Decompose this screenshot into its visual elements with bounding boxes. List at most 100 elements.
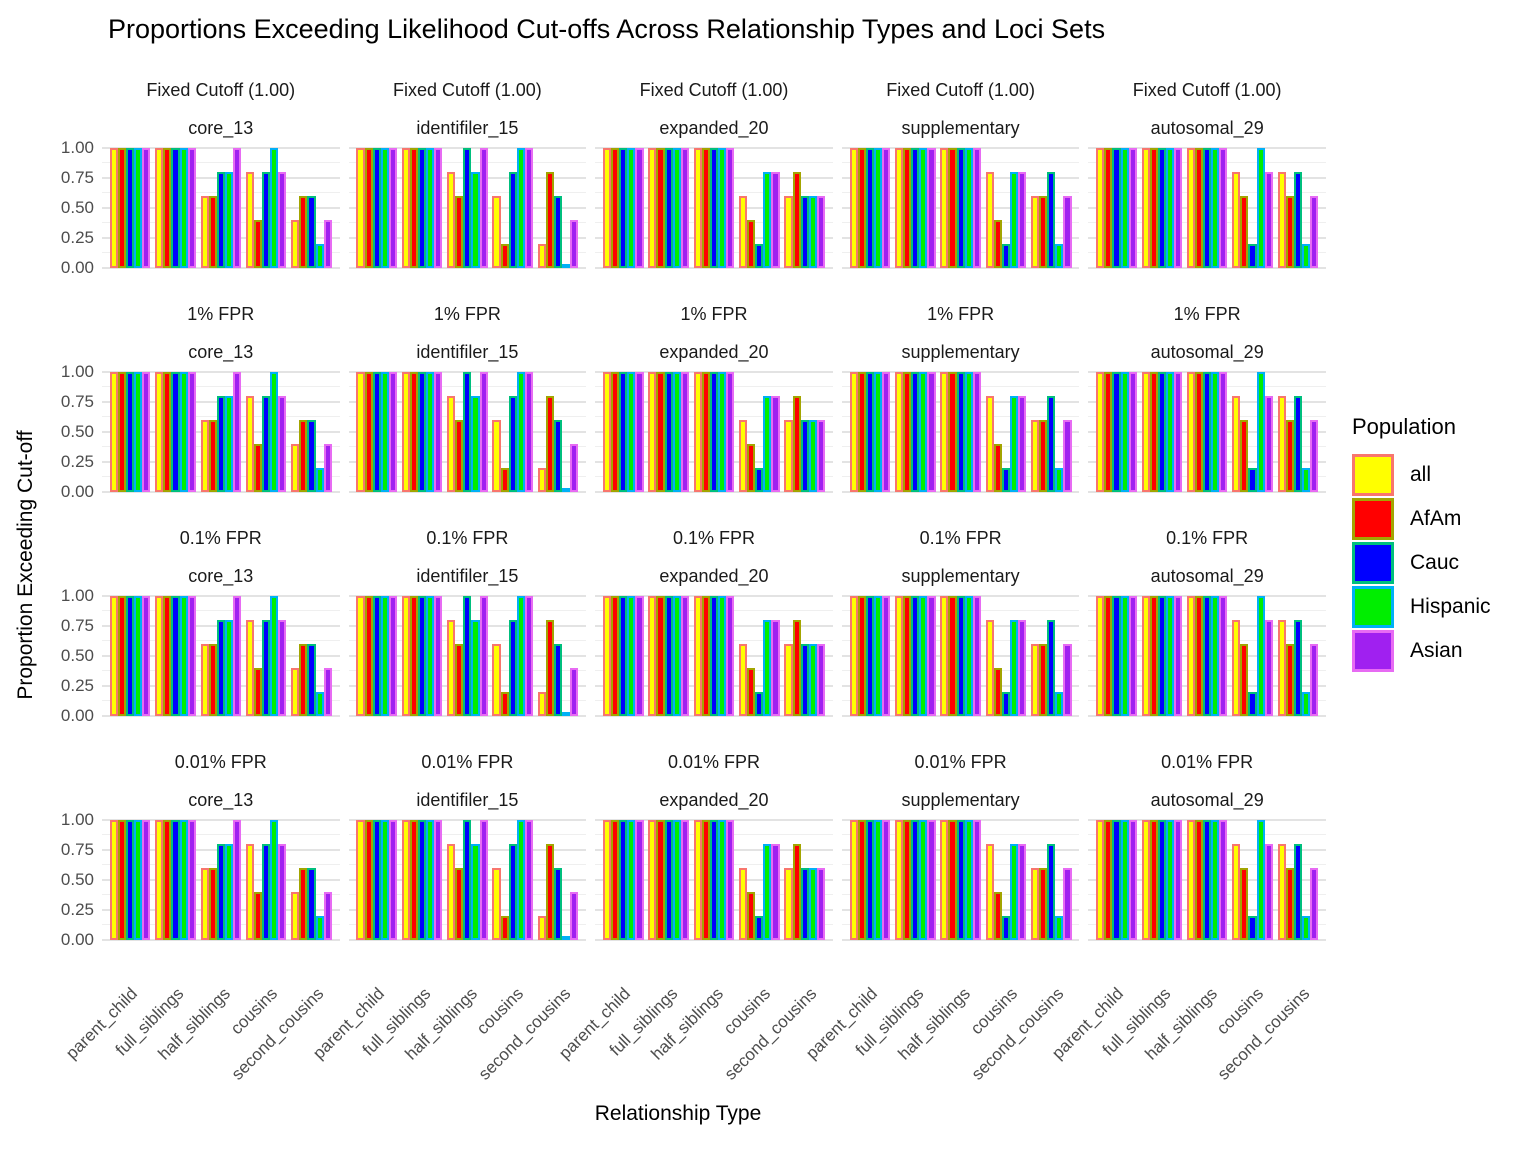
- y-tick-label: 1.00: [60, 586, 94, 605]
- bar-Asian: [1063, 644, 1072, 716]
- bar-AfAm: [163, 148, 172, 268]
- bar-Cauc: [800, 420, 809, 492]
- bar-AfAm: [364, 820, 373, 940]
- bar-AfAm: [1195, 148, 1204, 268]
- bar-AfAm: [208, 644, 217, 716]
- major-gridline: [1088, 715, 1326, 717]
- bar-Asian: [1219, 596, 1228, 716]
- bar-Hispanic: [179, 596, 188, 716]
- bar-Asian: [570, 892, 579, 940]
- bar-Asian: [187, 148, 196, 268]
- major-gridline: [348, 939, 587, 941]
- bar-group-cousins: [245, 820, 287, 940]
- bar-Hispanic: [1301, 244, 1311, 268]
- y-tick-label: 0.00: [60, 706, 94, 725]
- bar-Asian: [771, 396, 780, 492]
- legend-swatch-all: [1352, 454, 1394, 496]
- legend-label: AfAm: [1410, 507, 1462, 530]
- bar-all: [985, 396, 994, 492]
- bar-Hispanic: [1055, 468, 1064, 492]
- bar-all: [155, 148, 164, 268]
- bar-Cauc: [1112, 372, 1121, 492]
- bar-AfAm: [792, 172, 801, 268]
- bar-all: [155, 372, 164, 492]
- bar-Hispanic: [873, 148, 883, 268]
- bar-Hispanic: [1165, 596, 1174, 716]
- major-gridline: [1088, 939, 1326, 941]
- bar-Asian: [1128, 372, 1137, 492]
- bar-group-second_cousins: [537, 372, 579, 492]
- bar-Hispanic: [380, 372, 389, 492]
- bar-Asian: [570, 668, 579, 716]
- bar-group-parent_child: [603, 820, 644, 940]
- bar-all: [985, 620, 994, 716]
- bar-Hispanic: [1120, 596, 1129, 716]
- bar-Asian: [972, 148, 981, 268]
- bar-all: [739, 420, 748, 492]
- bar-all: [693, 820, 702, 940]
- bar-Cauc: [956, 596, 965, 716]
- bar-all: [492, 644, 501, 716]
- legend-label: all: [1410, 463, 1432, 486]
- bar-Asian: [232, 148, 242, 268]
- bar-Asian: [635, 372, 644, 492]
- bar-AfAm: [993, 444, 1002, 492]
- bar-Cauc: [372, 372, 381, 492]
- bar-all: [1096, 372, 1105, 492]
- bar-Hispanic: [179, 372, 188, 492]
- bar-AfAm: [1285, 868, 1294, 940]
- bar-group-cousins: [245, 596, 287, 716]
- facet-strip-loci: identifiler_15: [416, 566, 519, 586]
- bar-group-parent_child: [109, 596, 151, 716]
- bar-Hispanic: [1055, 244, 1064, 268]
- facet-strip-loci: expanded_20: [659, 790, 769, 810]
- y-axis-gutter: 1.00 0.75 0.50 0.25 0.00: [30, 80, 102, 277]
- bar-group-second_cousins: [1277, 596, 1319, 716]
- bar-AfAm: [117, 820, 127, 940]
- bar-AfAm: [163, 372, 172, 492]
- bar-all: [985, 844, 994, 940]
- bar-AfAm: [409, 372, 418, 492]
- bar-group-half_siblings: [447, 820, 488, 940]
- bar-Hispanic: [562, 712, 571, 716]
- bar-Hispanic: [380, 820, 389, 940]
- bar-AfAm: [299, 644, 308, 716]
- bar-AfAm: [455, 644, 464, 716]
- bar-Hispanic: [1256, 820, 1265, 940]
- bar-Asian: [1173, 820, 1183, 940]
- bar-group-parent_child: [849, 372, 891, 492]
- bar-Hispanic: [315, 692, 324, 716]
- bar-Cauc: [126, 596, 135, 716]
- bar-Cauc: [755, 468, 764, 492]
- bar-Cauc: [508, 396, 517, 492]
- bar-Asian: [1018, 620, 1027, 716]
- major-gridline: [102, 595, 340, 597]
- bar-AfAm: [948, 596, 957, 716]
- bar-Asian: [388, 820, 397, 940]
- bar-group-second_cousins: [784, 372, 825, 492]
- x-axis-row: parent_child full_siblings half_siblings co…: [30, 976, 1326, 1118]
- bar-AfAm: [208, 196, 217, 268]
- bar-Asian: [232, 820, 242, 940]
- facet-panel: [102, 819, 340, 941]
- bar-Hispanic: [672, 820, 681, 940]
- bar-Hispanic: [1256, 148, 1265, 268]
- bar-groups: [842, 148, 1080, 268]
- bar-Asian: [278, 844, 287, 940]
- bar-AfAm: [1285, 644, 1294, 716]
- facet-cell: Fixed Cutoff (1.00) autosomal_29: [1088, 80, 1326, 269]
- major-gridline: [102, 267, 340, 269]
- bar-Cauc: [554, 420, 563, 492]
- bar-all: [603, 372, 612, 492]
- bar-Cauc: [126, 148, 135, 268]
- bar-group-full_siblings: [1141, 148, 1183, 268]
- bar-Asian: [434, 820, 443, 940]
- bar-Hispanic: [270, 372, 279, 492]
- bar-Hispanic: [919, 596, 928, 716]
- bar-group-second_cousins: [784, 148, 825, 268]
- bar-Asian: [323, 668, 332, 716]
- bar-all: [849, 596, 858, 716]
- bar-group-cousins: [492, 596, 533, 716]
- bar-group-parent_child: [849, 596, 891, 716]
- bar-Hispanic: [179, 820, 188, 940]
